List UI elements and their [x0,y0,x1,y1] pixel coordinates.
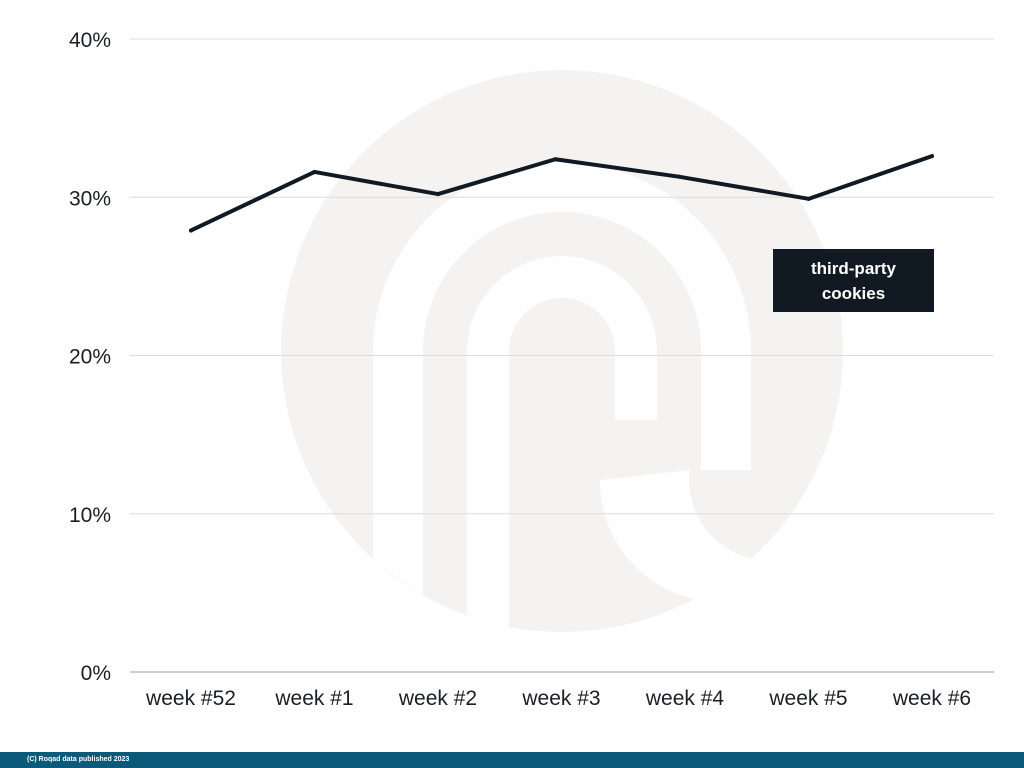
data-point [436,192,440,197]
y-axis-ticks: 0% 10% 20% 30% 40% [69,29,111,685]
x-tick-label: week #2 [398,687,477,710]
footer-bar: (C) Roqad data published 2023 [0,752,1024,768]
x-tick-label: week #6 [892,687,971,710]
x-axis-ticks: week #52 week #1 week #2 week #3 week #4 week… [145,687,971,710]
data-point [930,154,934,159]
x-tick-label: week #3 [521,687,600,710]
y-tick-label: 40% [69,29,111,52]
y-tick-label: 0% [81,662,111,685]
series-lines [189,154,934,233]
x-tick-label: week #4 [645,687,725,710]
x-tick-label: week #1 [274,687,353,710]
y-tick-label: 20% [69,346,111,369]
roqad-logo-watermark-icon [281,70,843,632]
gridlines [130,38,994,673]
data-point [676,174,681,179]
data-point [312,169,317,174]
y-tick-label: 30% [69,187,111,210]
x-tick-label: week #52 [145,687,236,710]
data-point [806,196,811,201]
line-chart: 0%10%20%30%40% week #52 week #1 week #2 wee… [69,29,994,710]
y-tick-label: 10% [69,504,111,527]
copyright-text: (C) Roqad data published 2023 [27,756,130,763]
x-tick-label: week #5 [768,687,847,710]
series-label-third-party-cookies: third-party cookies [773,249,934,312]
data-point [189,228,193,233]
data-point [553,157,558,162]
